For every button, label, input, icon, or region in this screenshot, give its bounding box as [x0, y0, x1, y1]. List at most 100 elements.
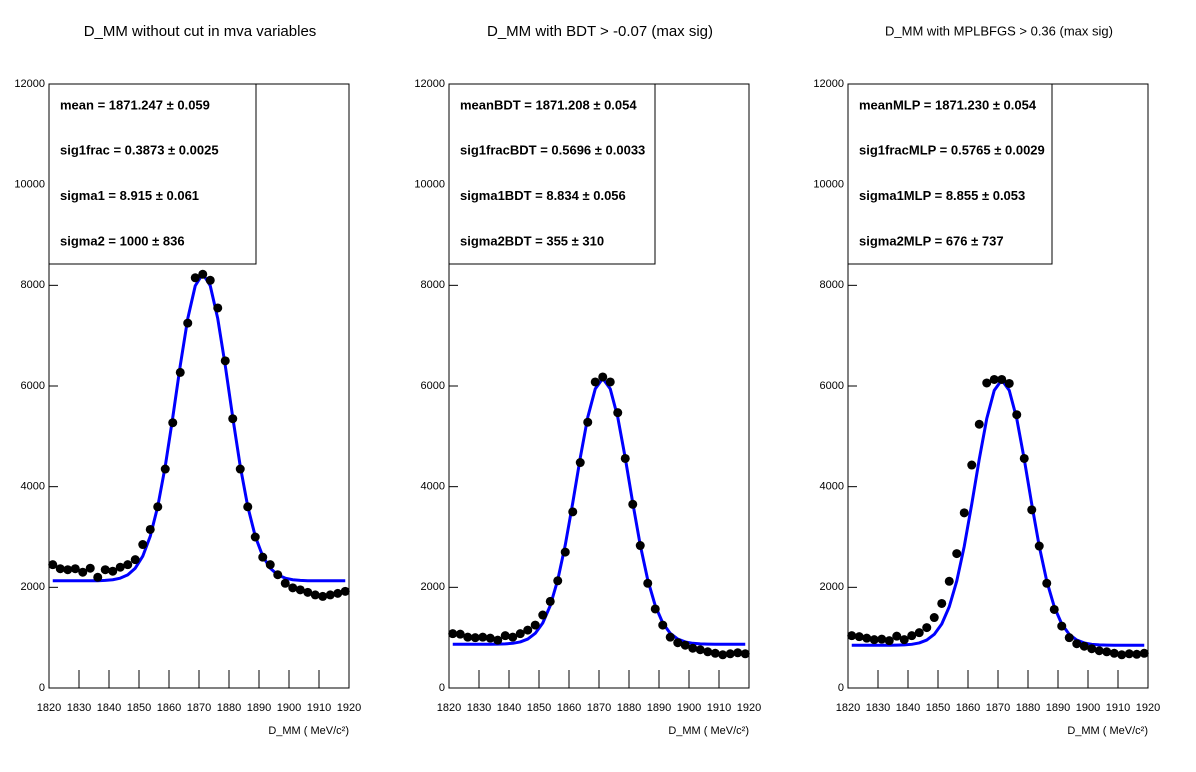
- x-tick-label: 1820: [437, 702, 461, 714]
- x-tick-label: 1870: [986, 702, 1010, 714]
- data-point: [130, 555, 140, 565]
- y-tick-label: 12000: [14, 78, 45, 90]
- data-point: [478, 632, 488, 642]
- data-point: [228, 414, 238, 424]
- data-point: [922, 623, 932, 633]
- data-point: [340, 586, 350, 596]
- data-point: [318, 591, 328, 601]
- x-tick-label: 1850: [527, 702, 551, 714]
- data-point: [295, 585, 305, 595]
- data-point: [989, 374, 999, 384]
- x-tick-label: 1830: [467, 702, 491, 714]
- data-point: [1057, 621, 1067, 631]
- data-point: [877, 634, 887, 644]
- fit-curve: [851, 378, 1145, 647]
- data-point: [93, 572, 103, 582]
- data-point: [470, 633, 480, 643]
- x-axis-label: D_MM ( MeV/c²): [1067, 725, 1148, 737]
- x-tick-label: 1900: [677, 702, 701, 714]
- data-point: [463, 632, 473, 642]
- data-point: [598, 372, 608, 382]
- stat-box: [48, 83, 257, 265]
- data-point: [1072, 639, 1082, 649]
- stat-text: meanBDT = 1871.208 ± 0.054: [460, 97, 637, 112]
- data-point: [1079, 641, 1089, 651]
- y-tick-label: 12000: [414, 78, 445, 90]
- x-tick-label: 1860: [157, 702, 181, 714]
- data-point: [303, 587, 313, 597]
- stat-text: sig1fracBDT = 0.5696 ± 0.0033: [460, 143, 645, 158]
- y-tick-label: 2000: [421, 581, 445, 593]
- y-tick-label: 12000: [813, 78, 844, 90]
- data-point: [508, 632, 518, 642]
- data-point: [590, 377, 600, 387]
- data-point: [740, 649, 750, 659]
- y-tick-label: 2000: [21, 581, 45, 593]
- data-point: [620, 453, 630, 463]
- data-point: [847, 631, 857, 641]
- data-point: [1132, 649, 1142, 659]
- data-point: [310, 590, 320, 600]
- data-point: [1117, 650, 1127, 660]
- data-point: [455, 629, 465, 639]
- stat-text: sigma1MLP = 8.855 ± 0.053: [859, 188, 1025, 203]
- x-tick-label: 1840: [97, 702, 121, 714]
- data-point: [884, 636, 894, 646]
- stat-text: sigma1BDT = 8.834 ± 0.056: [460, 188, 626, 203]
- y-tick-label: 10000: [414, 179, 445, 191]
- data-point: [703, 647, 713, 657]
- data-point: [907, 631, 917, 641]
- data-point: [265, 560, 275, 570]
- data-point: [553, 576, 563, 586]
- data-point: [500, 631, 510, 641]
- data-point: [115, 562, 125, 572]
- data-point: [220, 356, 230, 366]
- x-tick-label: 1920: [737, 702, 761, 714]
- data-point: [123, 560, 133, 570]
- data-point: [982, 378, 992, 388]
- data-point: [108, 566, 118, 576]
- data-point: [85, 563, 95, 573]
- data-point: [243, 502, 253, 512]
- data-point: [205, 275, 215, 285]
- x-tick-label: 1850: [127, 702, 151, 714]
- data-point: [937, 598, 947, 608]
- data-point: [869, 635, 879, 645]
- data-point: [568, 507, 578, 517]
- data-point: [175, 367, 185, 377]
- data-point: [1109, 648, 1119, 658]
- data-point: [78, 567, 88, 577]
- data-point: [673, 638, 683, 648]
- x-tick-label: 1890: [247, 702, 271, 714]
- stat-text: sigma2 = 1000 ± 836: [60, 233, 185, 248]
- y-tick-label: 10000: [813, 179, 844, 191]
- data-point: [959, 508, 969, 518]
- data-point: [710, 648, 720, 658]
- stat-text: sigma2MLP = 676 ± 737: [859, 233, 1004, 248]
- y-tick-label: 6000: [820, 380, 844, 392]
- x-tick-label: 1880: [1016, 702, 1040, 714]
- x-tick-label: 1870: [587, 702, 611, 714]
- data-point: [70, 564, 80, 574]
- data-point: [725, 649, 735, 659]
- stat-text: meanMLP = 1871.230 ± 0.054: [859, 97, 1037, 112]
- x-axis-label: D_MM ( MeV/c²): [668, 725, 749, 737]
- x-tick-label: 1900: [1076, 702, 1100, 714]
- y-tick-label: 0: [838, 682, 844, 694]
- data-point: [273, 570, 283, 580]
- data-point: [523, 625, 533, 635]
- data-point: [680, 640, 690, 650]
- data-point: [153, 502, 163, 512]
- x-tick-label: 1860: [956, 702, 980, 714]
- x-tick-label: 1820: [37, 702, 61, 714]
- stat-text: mean = 1871.247 ± 0.059: [60, 97, 210, 112]
- data-point: [48, 560, 58, 570]
- chart-title: D_MM with BDT > -0.07 (max sig): [487, 23, 713, 40]
- x-tick-label: 1870: [187, 702, 211, 714]
- data-point: [333, 588, 343, 598]
- x-tick-label: 1880: [617, 702, 641, 714]
- y-tick-label: 6000: [21, 380, 45, 392]
- data-point: [628, 499, 638, 509]
- data-point: [258, 552, 268, 562]
